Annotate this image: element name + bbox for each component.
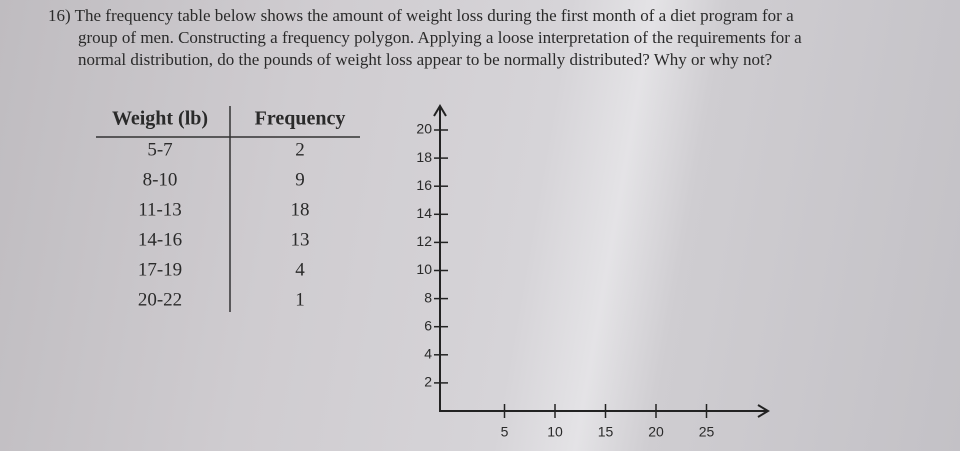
y-axis-arrow <box>433 104 447 117</box>
y-tick-label: 8 <box>424 289 432 305</box>
table-cell: 18 <box>291 199 310 220</box>
table-cell: 2 <box>295 139 305 160</box>
question-line: 16) The frequency table below shows the … <box>48 6 794 25</box>
x-tick-label: 25 <box>699 424 715 440</box>
table-cell: 14-16 <box>138 229 182 250</box>
table-cell: 11-13 <box>138 199 182 220</box>
table-header: Frequency <box>255 108 346 130</box>
table-cell: 5-7 <box>147 139 172 160</box>
y-tick-label: 14 <box>416 205 432 221</box>
y-tick-label: 10 <box>416 261 432 277</box>
y-tick-label: 6 <box>424 317 432 333</box>
y-tick-label: 20 <box>416 121 432 137</box>
y-tick-label: 4 <box>424 346 432 362</box>
x-tick-label: 20 <box>648 424 664 440</box>
y-tick-label: 16 <box>416 177 432 193</box>
table-cell: 8-10 <box>143 169 178 190</box>
y-tick-label: 2 <box>424 374 432 390</box>
x-tick-label: 10 <box>547 424 563 440</box>
x-tick-label: 5 <box>501 424 509 440</box>
table-header: Weight (lb) <box>112 108 208 130</box>
y-tick-label: 18 <box>416 149 432 165</box>
table-cell: 13 <box>291 229 310 250</box>
y-tick-label: 12 <box>416 233 432 249</box>
table-cell: 20-22 <box>138 289 182 310</box>
x-tick-label: 15 <box>598 424 614 440</box>
question-line: normal distribution, do the pounds of we… <box>78 50 773 69</box>
question-line: group of men. Constructing a frequency p… <box>78 28 802 47</box>
table-cell: 1 <box>295 289 305 310</box>
table-cell: 17-19 <box>138 259 182 280</box>
x-axis-arrow <box>757 404 770 418</box>
table-cell: 9 <box>295 169 305 190</box>
table-cell: 4 <box>295 259 305 280</box>
